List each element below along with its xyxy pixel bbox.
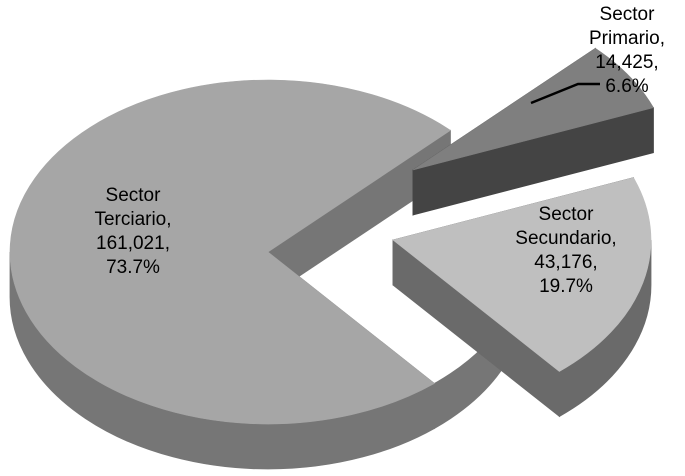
data-label-line: Sector xyxy=(539,204,595,225)
data-label-line: Sector xyxy=(106,185,162,206)
slice-sector-terciario xyxy=(9,79,527,470)
leader-line-sector-primario xyxy=(530,82,600,105)
data-label-line: 73.7% xyxy=(106,257,160,278)
data-label-line: Secundario, xyxy=(515,228,616,249)
slices-layer xyxy=(9,47,654,470)
slice-top-sector-terciario xyxy=(9,79,451,425)
data-label-line: 14,425, xyxy=(595,52,658,73)
data-label-line: Primario, xyxy=(589,28,665,49)
slice-top-sector-primario xyxy=(412,48,654,171)
slice-sector-secundario xyxy=(392,177,652,418)
data-label-line: 19.7% xyxy=(539,276,593,297)
data-label-sector-primario: Sector Primario, 14,425, 6.6% xyxy=(589,4,665,97)
data-label-line: Terciario, xyxy=(94,209,171,230)
slice-top-sector-secundario xyxy=(392,177,652,372)
slice-sector-primario xyxy=(412,47,654,216)
data-label-line: 161,021, xyxy=(96,233,170,254)
data-label-line: 43,176, xyxy=(534,252,597,273)
data-label-line: 6.6% xyxy=(605,76,648,97)
labels-layer: Sector Primario, 14,425, 6.6% Sector Secundar… xyxy=(94,4,665,297)
data-label-sector-terciario: Sector Terciario, 161,021, 73.7% xyxy=(94,185,171,278)
data-label-line: Sector xyxy=(600,4,656,25)
data-label-sector-secundario: Sector Secundario, 43,176, 19.7% xyxy=(515,204,616,297)
